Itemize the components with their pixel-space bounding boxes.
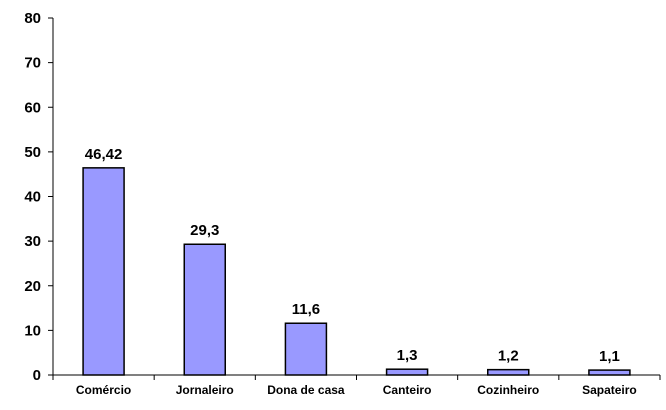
y-tick-label: 20: [24, 278, 41, 295]
x-tick-label: Dona de casa: [267, 383, 345, 397]
x-tick-label: Cozinheiro: [477, 383, 539, 397]
y-tick-label: 30: [24, 233, 41, 250]
data-label: 1,2: [498, 348, 519, 365]
y-tick-label: 70: [24, 55, 41, 72]
bar-sapateiro: [588, 369, 631, 376]
bar-cozinheiro: [487, 368, 530, 376]
x-tick-label: Comércio: [76, 383, 131, 397]
y-tick-label: 40: [24, 189, 41, 206]
y-tick-label: 80: [24, 10, 41, 27]
x-tick-label: Jornaleiro: [176, 383, 234, 397]
data-label: 1,1: [599, 348, 620, 365]
x-tick-label: Canteiro: [383, 383, 432, 397]
bar-comércio: [82, 167, 125, 376]
data-label: 11,6: [292, 301, 320, 318]
y-tick-label: 10: [24, 322, 41, 339]
data-label: 46,42: [85, 146, 123, 163]
y-tick-label: 60: [24, 99, 41, 116]
bar-canteiro: [385, 368, 429, 376]
data-label: 29,3: [190, 222, 219, 239]
bar-dona-de-casa: [284, 322, 328, 376]
bar-jornaleiro: [183, 243, 226, 376]
y-tick-label: 50: [24, 144, 41, 161]
y-tick-label: 0: [33, 367, 41, 384]
data-label: 1,3: [397, 347, 418, 364]
x-tick-label: Sapateiro: [582, 383, 637, 397]
